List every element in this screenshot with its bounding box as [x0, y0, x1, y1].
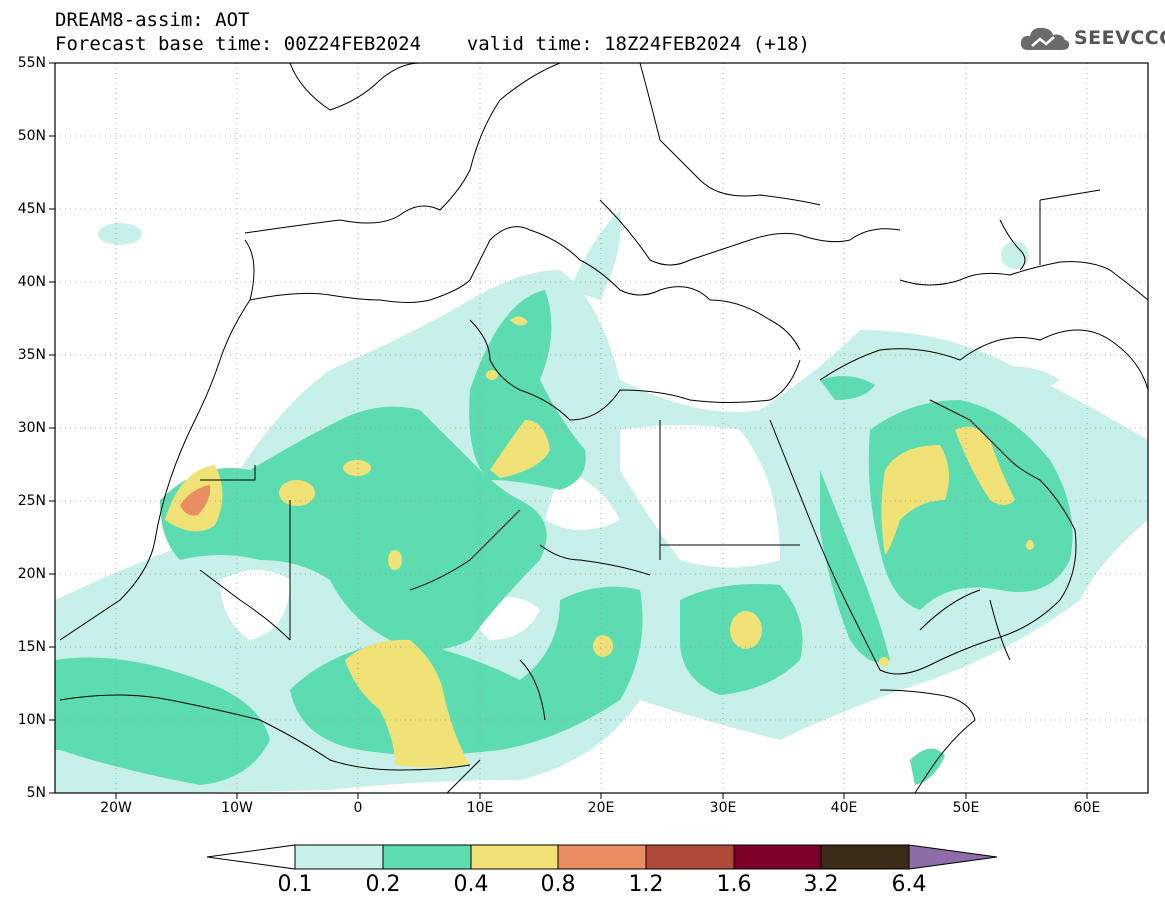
colorbar-label: 0.4: [453, 872, 489, 897]
lat-label: 10N: [17, 712, 46, 728]
lat-label: 20N: [17, 566, 46, 582]
colorbar-label: 0.1: [277, 872, 313, 897]
cloud-icon: [1020, 27, 1070, 50]
lon-label: 40E: [830, 800, 858, 816]
colorbar-segment: [820, 844, 910, 870]
colorbar-segment: [382, 844, 472, 870]
lon-label: 20E: [587, 800, 615, 816]
colorbar-segment: [557, 844, 647, 870]
lon-label: 50E: [952, 800, 980, 816]
lat-label: 35N: [17, 347, 46, 363]
colorbar: [206, 844, 998, 870]
lat-label: 45N: [17, 201, 46, 217]
colorbar-label: 0.2: [365, 872, 401, 897]
lat-label: 25N: [17, 493, 46, 509]
lat-label: 30N: [17, 420, 46, 436]
lon-label: 60E: [1073, 800, 1101, 816]
lat-label: 40N: [17, 274, 46, 290]
lon-label: 0: [353, 800, 363, 816]
colorbar-segment: [733, 844, 822, 870]
lon-label: 30E: [709, 800, 737, 816]
aot-field: [55, 63, 1148, 793]
colorbar-label: 1.2: [628, 872, 664, 897]
colorbar-label: 6.4: [891, 872, 927, 897]
colorbar-segment: [294, 844, 384, 870]
colorbar-high-arrow: [908, 844, 998, 870]
forecast-time-line: Forecast base time: 00Z24FEB2024 valid t…: [55, 33, 810, 55]
seevccc-logo: SEEVCCC: [1018, 22, 1165, 56]
lat-label: 55N: [17, 55, 46, 71]
colorbar-segment: [470, 844, 559, 870]
logo-text: SEEVCCC: [1074, 27, 1165, 49]
lat-label: 15N: [17, 639, 46, 655]
colorbar-label: 1.6: [716, 872, 752, 897]
map-title: DREAM8-assim: AOT: [55, 9, 250, 31]
lon-label: 10E: [466, 800, 494, 816]
colorbar-label: 0.8: [540, 872, 576, 897]
lon-label: 10W: [221, 800, 253, 816]
lat-label: 5N: [26, 785, 46, 801]
colorbar-label: 3.2: [803, 872, 839, 897]
lon-label: 20W: [100, 800, 132, 816]
lat-label: 50N: [17, 128, 46, 144]
colorbar-segment: [645, 844, 735, 870]
colorbar-low-arrow: [206, 844, 296, 870]
